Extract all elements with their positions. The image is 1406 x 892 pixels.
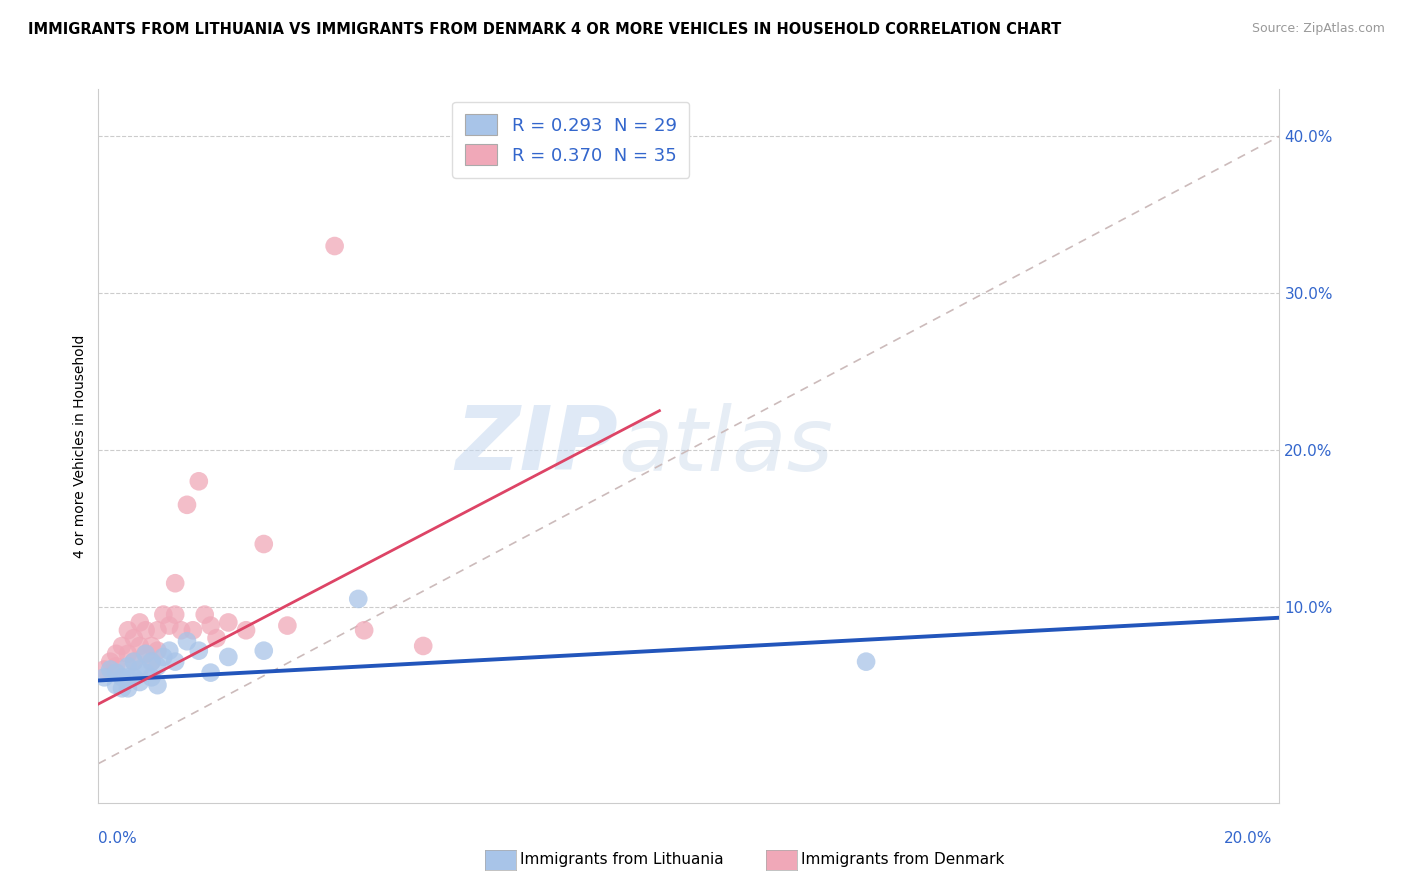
Point — [205, 631, 228, 645]
Point — [176, 498, 198, 512]
Point — [117, 647, 139, 661]
Point — [165, 607, 187, 622]
Point — [141, 655, 163, 669]
Point — [117, 681, 139, 696]
Point — [187, 475, 209, 489]
Point — [152, 607, 174, 622]
Text: Source: ZipAtlas.com: Source: ZipAtlas.com — [1251, 22, 1385, 36]
Point — [128, 675, 150, 690]
Text: 20.0%: 20.0% — [1225, 831, 1272, 846]
Point — [855, 655, 877, 669]
Point — [187, 643, 209, 657]
Point — [146, 678, 169, 692]
Point — [235, 624, 257, 638]
Point — [98, 663, 121, 677]
Point — [152, 649, 174, 664]
Point — [93, 663, 115, 677]
Point — [353, 624, 375, 638]
Point — [157, 643, 180, 657]
Point — [128, 663, 150, 677]
Text: atlas: atlas — [619, 403, 832, 489]
Text: 0.0%: 0.0% — [98, 831, 138, 846]
Y-axis label: 4 or more Vehicles in Household: 4 or more Vehicles in Household — [73, 334, 87, 558]
Text: Immigrants from Denmark: Immigrants from Denmark — [801, 853, 1005, 867]
Point — [93, 670, 115, 684]
Point — [111, 681, 134, 696]
Legend: R = 0.293  N = 29, R = 0.370  N = 35: R = 0.293 N = 29, R = 0.370 N = 35 — [453, 102, 689, 178]
Point — [141, 655, 163, 669]
Point — [323, 239, 346, 253]
Text: ZIP: ZIP — [456, 402, 619, 490]
Point — [347, 591, 370, 606]
Point — [157, 618, 180, 632]
Point — [128, 639, 150, 653]
Point — [135, 647, 157, 661]
Point — [122, 655, 145, 669]
Point — [200, 665, 222, 680]
Point — [135, 624, 157, 638]
Text: IMMIGRANTS FROM LITHUANIA VS IMMIGRANTS FROM DENMARK 4 OR MORE VEHICLES IN HOUSE: IMMIGRANTS FROM LITHUANIA VS IMMIGRANTS … — [28, 22, 1062, 37]
Point — [117, 659, 139, 673]
Point — [117, 624, 139, 638]
Point — [128, 615, 150, 630]
Point — [122, 655, 145, 669]
Point — [200, 618, 222, 632]
Point — [276, 618, 298, 632]
Point — [105, 659, 128, 673]
Point — [181, 624, 204, 638]
Point — [105, 678, 128, 692]
Point — [141, 639, 163, 653]
Point — [135, 665, 157, 680]
Point — [105, 647, 128, 661]
Point — [217, 615, 239, 630]
Point — [217, 649, 239, 664]
Point — [146, 659, 169, 673]
Point — [165, 576, 187, 591]
Point — [122, 631, 145, 645]
Point — [122, 670, 145, 684]
Point — [165, 655, 187, 669]
Point — [111, 639, 134, 653]
Point — [117, 670, 139, 684]
Point — [176, 634, 198, 648]
Point — [146, 624, 169, 638]
Point — [98, 655, 121, 669]
Point — [141, 670, 163, 684]
Point — [412, 639, 434, 653]
Point — [253, 537, 276, 551]
Point — [170, 624, 193, 638]
Point — [194, 607, 217, 622]
Point — [111, 670, 134, 684]
Text: Immigrants from Lithuania: Immigrants from Lithuania — [520, 853, 724, 867]
Point — [146, 643, 169, 657]
Point — [135, 647, 157, 661]
Point — [253, 643, 276, 657]
Point — [105, 665, 128, 680]
